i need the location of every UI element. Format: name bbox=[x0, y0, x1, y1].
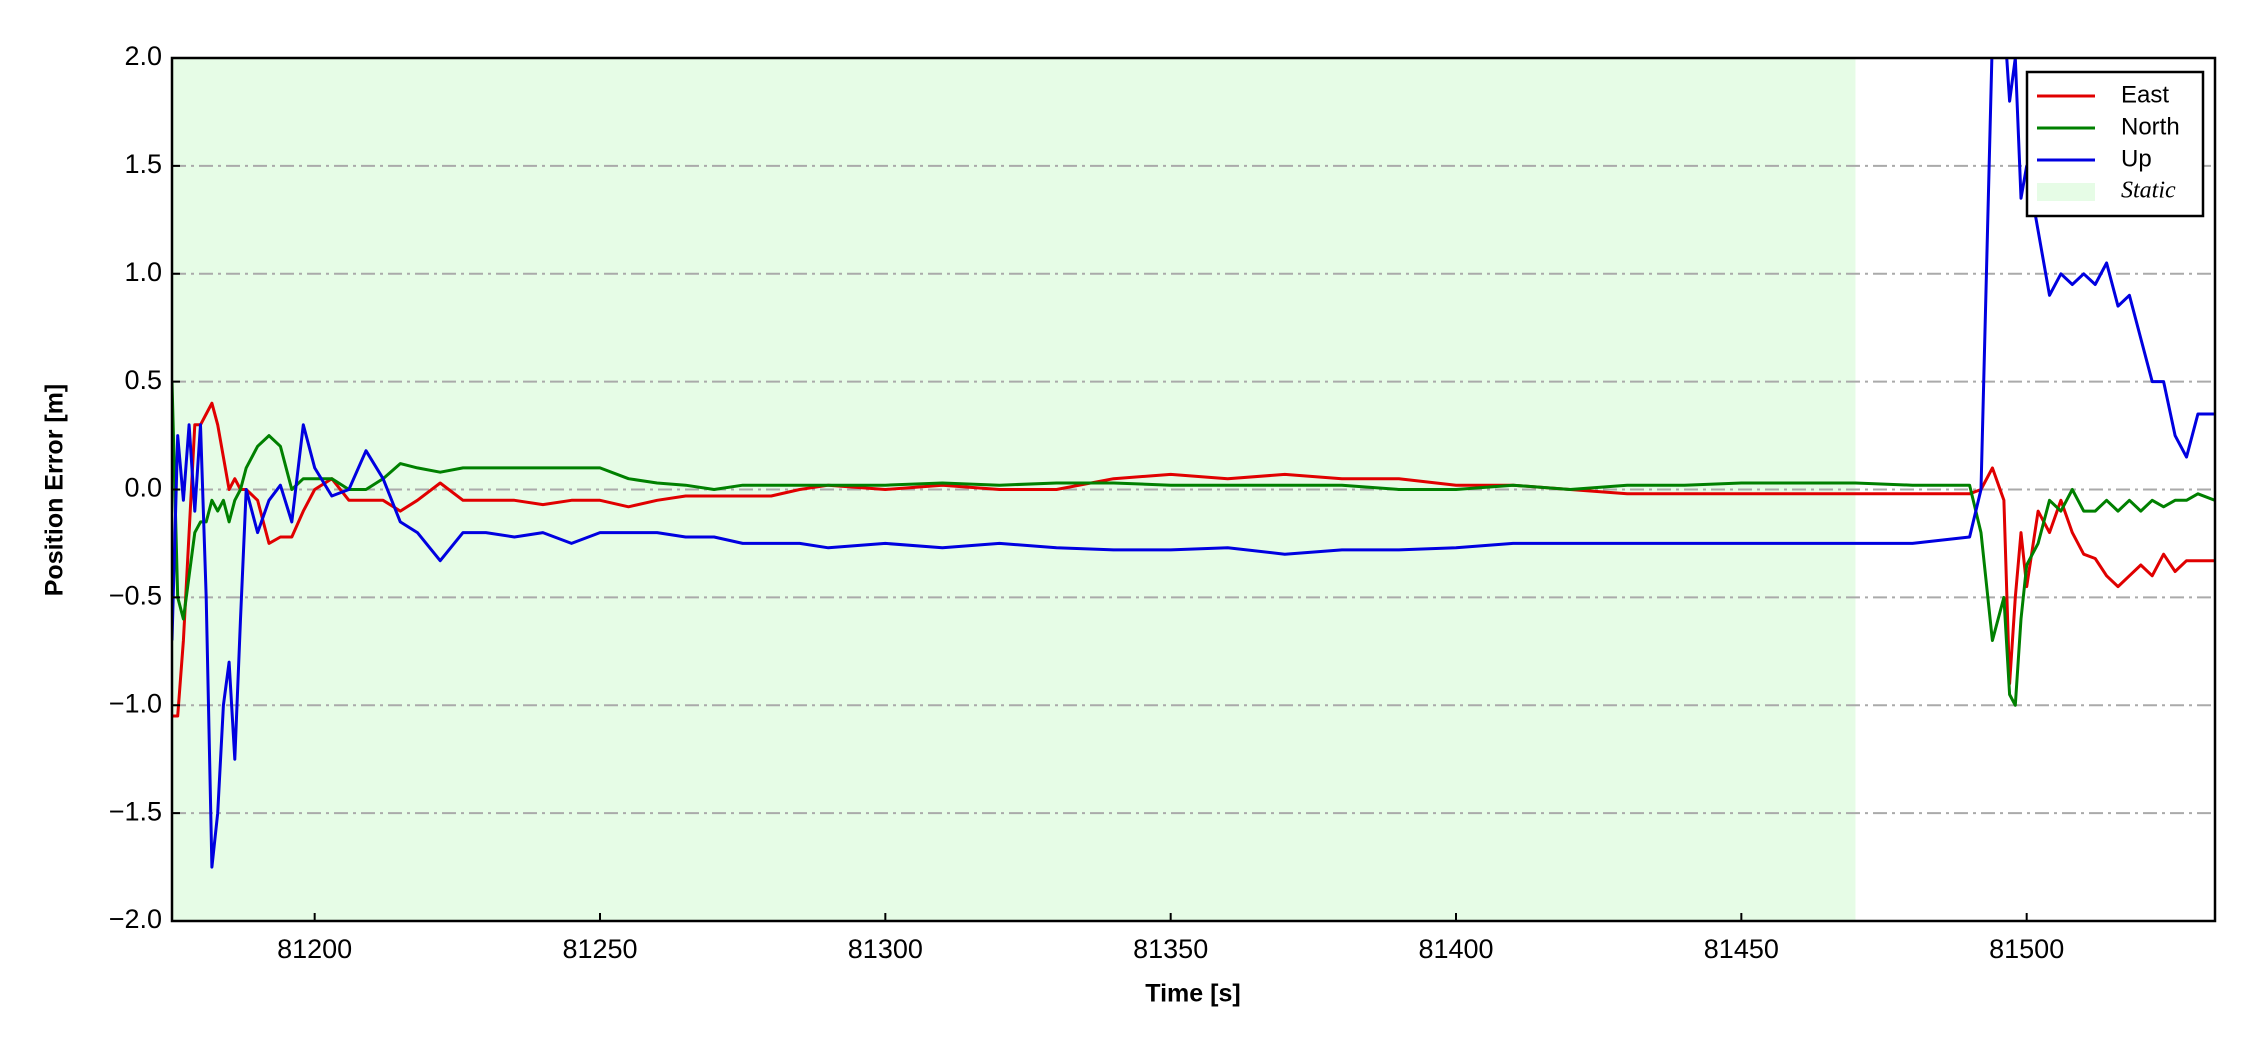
y-tick-label: −1.0 bbox=[109, 688, 162, 718]
legend-label: East bbox=[2121, 81, 2169, 108]
x-tick-label: 81300 bbox=[848, 934, 923, 964]
legend-label: Up bbox=[2121, 145, 2152, 172]
y-tick-label: 2.0 bbox=[124, 41, 162, 71]
data-line bbox=[172, 381, 2215, 707]
legend-swatch bbox=[2037, 183, 2095, 201]
y-axis-label: Position Error [m] bbox=[41, 384, 69, 597]
y-tick-label: −1.5 bbox=[109, 796, 162, 826]
legend-label: North bbox=[2121, 113, 2180, 140]
data-line bbox=[172, 401, 2215, 718]
x-tick-label: 81450 bbox=[1704, 934, 1779, 964]
y-tick-label: 0.5 bbox=[124, 365, 162, 395]
y-tick-label: 1.5 bbox=[124, 149, 162, 179]
x-tick-label: 81350 bbox=[1133, 934, 1208, 964]
x-tick-label: 81250 bbox=[562, 934, 637, 964]
x-axis-label: Time [s] bbox=[1145, 980, 1240, 1008]
x-tick-label: 81500 bbox=[1989, 934, 2064, 964]
data-line bbox=[172, 58, 2215, 869]
plot-area bbox=[172, 58, 2215, 921]
y-tick-label: 1.0 bbox=[124, 257, 162, 287]
legend-label: Static bbox=[2121, 178, 2176, 204]
y-tick-label: 0.0 bbox=[124, 473, 162, 503]
y-tick-label: −0.5 bbox=[109, 581, 162, 611]
legend: East North Up Static bbox=[2025, 70, 2205, 218]
x-tick-label: 81200 bbox=[277, 934, 352, 964]
x-tick-label: 81400 bbox=[1418, 934, 1493, 964]
y-tick-label: −2.0 bbox=[109, 904, 162, 934]
